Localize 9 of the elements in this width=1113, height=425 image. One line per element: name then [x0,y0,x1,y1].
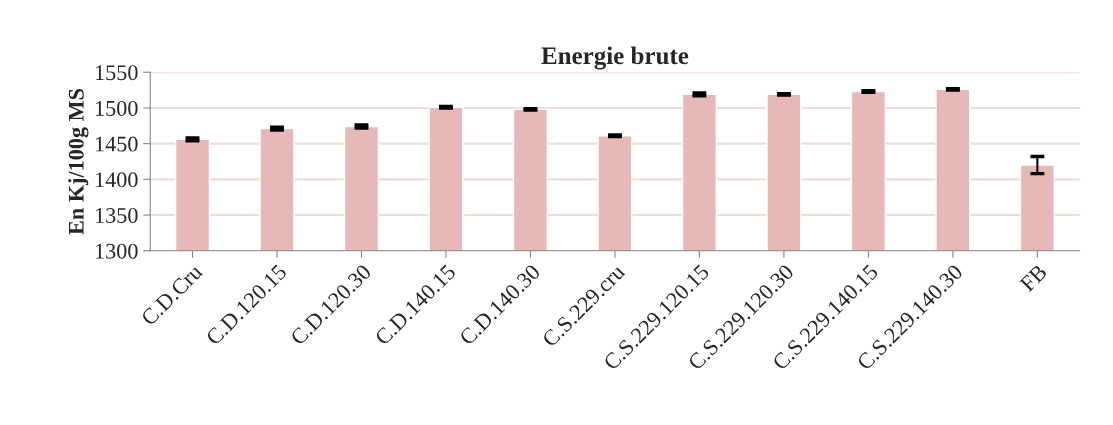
y-tick-label: 1350 [95,207,138,223]
y-tick-label: 1550 [95,65,138,81]
x-tick-label: FB [1019,263,1048,293]
y-tick-label: 1400 [95,172,138,188]
y-tick-label: 1300 [95,243,138,259]
chart-title: Energie brute [541,46,689,70]
y-tick-label: 1450 [95,136,138,152]
y-axis-title: En Kj/100g MS [68,88,89,235]
y-tick-label: 1500 [95,100,138,116]
